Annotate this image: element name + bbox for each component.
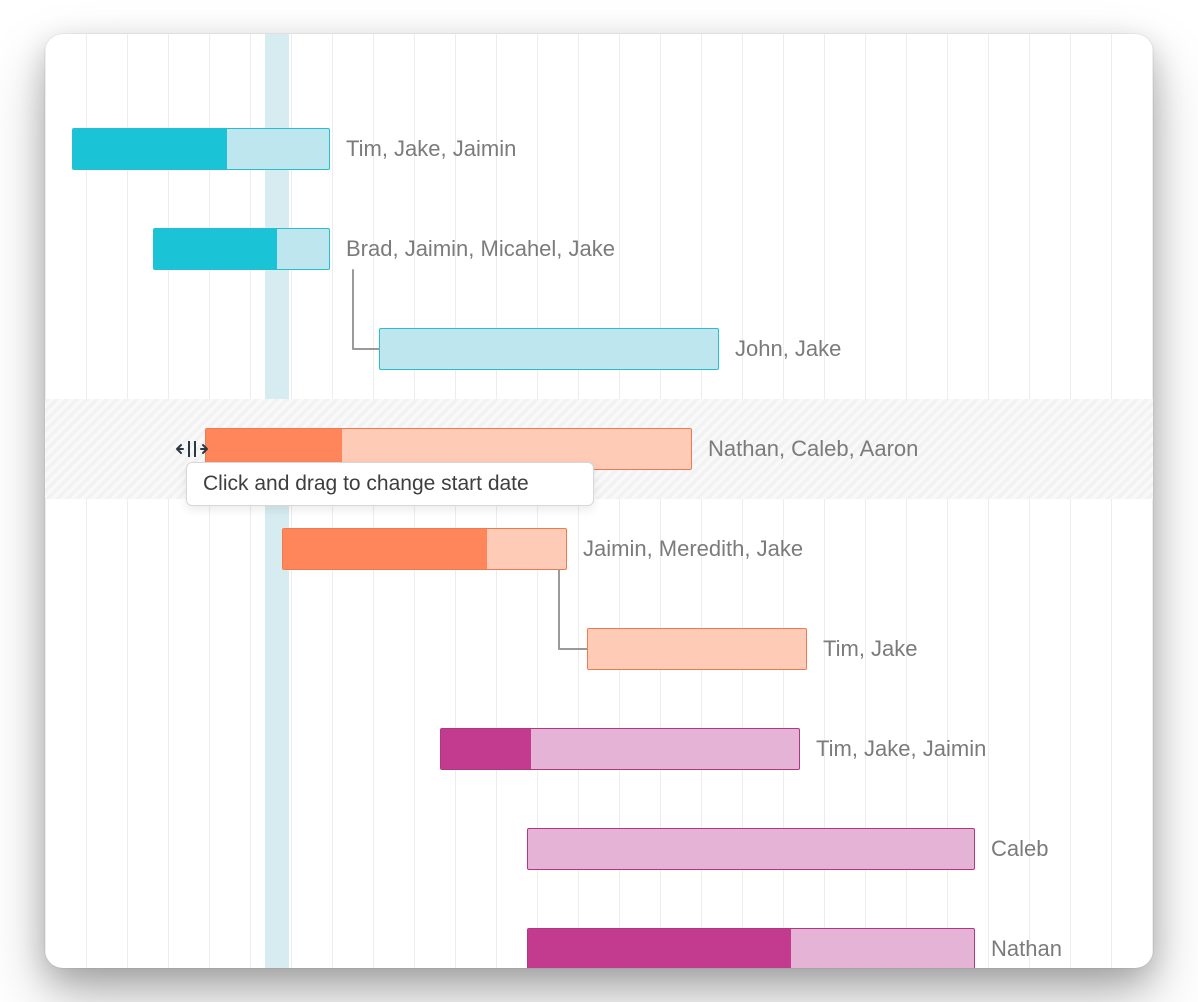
gantt-bar[interactable] (527, 828, 975, 870)
gantt-row-label: Jaimin, Meredith, Jake (583, 536, 803, 562)
gantt-row-label: John, Jake (735, 336, 841, 362)
drag-start-tooltip: Click and drag to change start date (186, 462, 594, 506)
gantt-bar-progress (441, 729, 531, 769)
gantt-bar[interactable] (72, 128, 330, 170)
gantt-row-label: Tim, Jake, Jaimin (816, 736, 986, 762)
gantt-bar[interactable] (153, 228, 330, 270)
gantt-row-label: Nathan, Caleb, Aaron (708, 436, 918, 462)
gantt-row-label: Tim, Jake, Jaimin (346, 136, 516, 162)
gantt-row-label: Brad, Jaimin, Micahel, Jake (346, 236, 615, 262)
gantt-bar-progress (283, 529, 487, 569)
gantt-row-label: Tim, Jake (823, 636, 918, 662)
gantt-bar[interactable] (587, 628, 807, 670)
gantt-bar-progress (154, 229, 277, 269)
gantt-bar[interactable] (379, 328, 719, 370)
tooltip-text: Click and drag to change start date (203, 472, 529, 496)
gantt-bar-progress (528, 929, 791, 968)
gantt-bar-progress (73, 129, 227, 169)
gantt-bar[interactable] (527, 928, 975, 968)
gantt-bar[interactable] (282, 528, 567, 570)
gantt-row-label: Caleb (991, 836, 1048, 862)
gantt-frame: Tim, Jake, Jaimin Brad, Jaimin, Micahel, … (45, 34, 1153, 968)
gantt-row-label: Nathan (991, 936, 1062, 962)
gantt-bar[interactable] (440, 728, 800, 770)
